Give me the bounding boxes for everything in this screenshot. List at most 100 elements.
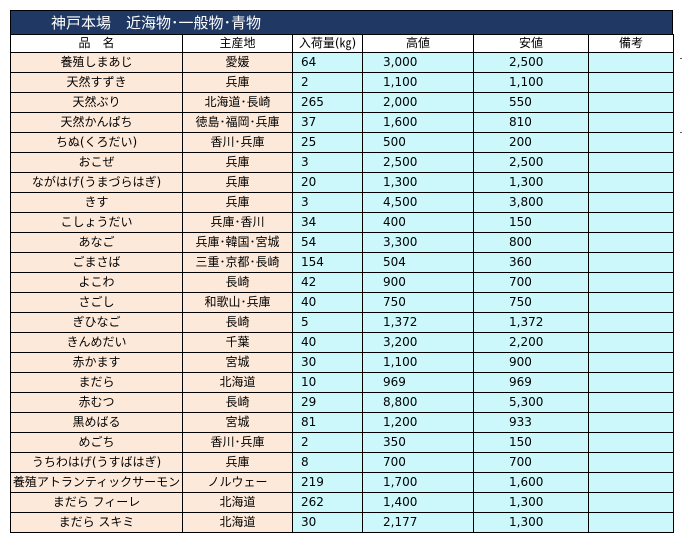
quantity-cell: 2: [292, 432, 363, 453]
origin-cell: 宮城: [182, 412, 293, 433]
table-row: あなご 兵庫･韓国･宮城 54 3,300 800: [10, 232, 674, 253]
low-price-cell: 700: [473, 452, 589, 473]
fish-name-cell: きんめだい: [10, 332, 183, 353]
low-price-cell: 1,300: [473, 492, 589, 513]
fish-name-cell: 養殖アトランティックサーモン: [10, 472, 183, 493]
high-price-cell: 1,200: [362, 412, 474, 433]
high-price-cell: 1,372: [362, 312, 474, 333]
origin-cell: 三重･京都･長崎: [182, 252, 293, 273]
origin-cell: 香川･兵庫: [182, 432, 293, 453]
sheet-title: 神戸本場 近海物･一般物･青物: [10, 10, 673, 34]
fish-name-cell: うちわはげ(うすばはぎ): [10, 452, 183, 473]
low-price-cell: 933: [473, 412, 589, 433]
origin-cell: 長崎: [182, 312, 293, 333]
fish-name-cell: まだら: [10, 372, 183, 393]
high-price-cell: 2,000: [362, 92, 474, 113]
low-price-cell: 150: [473, 432, 589, 453]
note-cell: [588, 112, 674, 133]
low-price-cell: 3,800: [473, 192, 589, 213]
fish-name-cell: おこぜ: [10, 152, 183, 173]
quantity-cell: 40: [292, 292, 363, 313]
margin-mark: [680, 132, 682, 133]
fish-name-cell: 黒めばる: [10, 412, 183, 433]
header-note: 備考: [588, 34, 674, 53]
fish-name-cell: きす: [10, 192, 183, 213]
header-name: 品 名: [10, 34, 183, 53]
high-price-cell: 8,800: [362, 392, 474, 413]
low-price-cell: 969: [473, 372, 589, 393]
low-price-cell: 1,100: [473, 72, 589, 93]
fish-name-cell: 赤かます: [10, 352, 183, 373]
quantity-cell: 2: [292, 72, 363, 93]
table-row: さごし 和歌山･兵庫 40 750 750: [10, 292, 674, 313]
fish-name-cell: よこわ: [10, 272, 183, 293]
fish-name-cell: ごまさば: [10, 252, 183, 273]
origin-cell: 兵庫: [182, 72, 293, 93]
origin-cell: 兵庫: [182, 172, 293, 193]
table-row: 天然すずき 兵庫 2 1,100 1,100: [10, 72, 674, 93]
table-row: 赤むつ 長崎 29 8,800 5,300: [10, 392, 674, 413]
note-cell: [588, 492, 674, 513]
note-cell: [588, 232, 674, 253]
table-row: きす 兵庫 3 4,500 3,800: [10, 192, 674, 213]
table-row: 赤かます 宮城 30 1,100 900: [10, 352, 674, 373]
high-price-cell: 1,400: [362, 492, 474, 513]
note-cell: [588, 332, 674, 353]
low-price-cell: 360: [473, 252, 589, 273]
table-row: 天然ぶり 北海道･長崎 265 2,000 550: [10, 92, 674, 113]
high-price-cell: 400: [362, 212, 474, 233]
origin-cell: 宮城: [182, 352, 293, 373]
fish-name-cell: めごち: [10, 432, 183, 453]
quantity-cell: 262: [292, 492, 363, 513]
high-price-cell: 1,600: [362, 112, 474, 133]
table-row: めごち 香川･兵庫 2 350 150: [10, 432, 674, 453]
low-price-cell: 2,500: [473, 152, 589, 173]
low-price-cell: 1,600: [473, 472, 589, 493]
table-row: 養殖しまあじ 愛媛 64 3,000 2,500: [10, 52, 674, 73]
origin-cell: 兵庫: [182, 452, 293, 473]
origin-cell: 長崎: [182, 272, 293, 293]
note-cell: [588, 272, 674, 293]
high-price-cell: 3,000: [362, 52, 474, 73]
low-price-cell: 900: [473, 352, 589, 373]
note-cell: [588, 192, 674, 213]
table-row: まだら スキミ 北海道 30 2,177 1,300: [10, 512, 674, 533]
note-cell: [588, 52, 674, 73]
low-price-cell: 1,300: [473, 172, 589, 193]
note-cell: [588, 372, 674, 393]
header-high: 高値: [362, 34, 474, 53]
origin-cell: 北海道: [182, 372, 293, 393]
high-price-cell: 1,100: [362, 352, 474, 373]
quantity-cell: 20: [292, 172, 363, 193]
origin-cell: 兵庫･香川: [182, 212, 293, 233]
low-price-cell: 1,300: [473, 512, 589, 533]
high-price-cell: 504: [362, 252, 474, 273]
quantity-cell: 40: [292, 332, 363, 353]
header-quantity: 入荷量(㎏): [292, 34, 363, 53]
origin-cell: 徳島･福岡･兵庫: [182, 112, 293, 133]
quantity-cell: 64: [292, 52, 363, 73]
fish-name-cell: 天然ぶり: [10, 92, 183, 113]
high-price-cell: 4,500: [362, 192, 474, 213]
high-price-cell: 3,300: [362, 232, 474, 253]
note-cell: [588, 152, 674, 173]
note-cell: [588, 132, 674, 153]
high-price-cell: 2,177: [362, 512, 474, 533]
table-row: うちわはげ(うすばはぎ) 兵庫 8 700 700: [10, 452, 674, 473]
table-body: 養殖しまあじ 愛媛 64 3,000 2,500 天然すずき 兵庫 2 1,100 1,100 天然…: [10, 52, 674, 533]
origin-cell: 和歌山･兵庫: [182, 292, 293, 313]
fish-name-cell: 天然すずき: [10, 72, 183, 93]
low-price-cell: 5,300: [473, 392, 589, 413]
header-low: 安値: [473, 34, 589, 53]
fish-name-cell: まだら フィーレ: [10, 492, 183, 513]
quantity-cell: 42: [292, 272, 363, 293]
high-price-cell: 1,700: [362, 472, 474, 493]
low-price-cell: 150: [473, 212, 589, 233]
fish-name-cell: まだら スキミ: [10, 512, 183, 533]
origin-cell: 北海道: [182, 492, 293, 513]
margin-mark: [680, 58, 682, 59]
high-price-cell: 3,200: [362, 332, 474, 353]
quantity-cell: 154: [292, 252, 363, 273]
note-cell: [588, 172, 674, 193]
high-price-cell: 900: [362, 272, 474, 293]
